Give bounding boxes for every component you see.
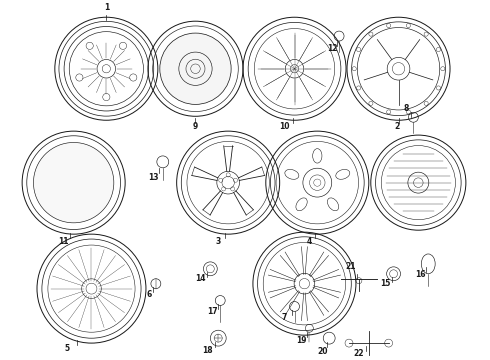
Text: 4: 4 — [307, 237, 312, 246]
Circle shape — [160, 33, 231, 104]
Text: 19: 19 — [296, 336, 307, 345]
Text: 21: 21 — [346, 262, 356, 271]
Circle shape — [33, 143, 114, 223]
Text: 18: 18 — [202, 346, 213, 355]
Text: 14: 14 — [195, 274, 206, 283]
Text: 7: 7 — [282, 313, 287, 322]
Text: 8: 8 — [404, 104, 409, 113]
Text: 16: 16 — [415, 270, 425, 279]
Text: 1: 1 — [104, 3, 109, 12]
Text: 9: 9 — [193, 122, 198, 131]
Text: 3: 3 — [216, 237, 221, 246]
Text: 12: 12 — [327, 44, 338, 53]
Text: 17: 17 — [207, 307, 218, 316]
Text: 5: 5 — [64, 343, 69, 352]
Text: 13: 13 — [148, 173, 159, 182]
Text: 10: 10 — [279, 122, 290, 131]
Text: 15: 15 — [380, 279, 391, 288]
Text: 11: 11 — [58, 237, 69, 246]
Text: 20: 20 — [317, 347, 327, 356]
Text: 2: 2 — [394, 122, 399, 131]
Text: 22: 22 — [354, 348, 364, 357]
Text: 6: 6 — [147, 290, 151, 299]
